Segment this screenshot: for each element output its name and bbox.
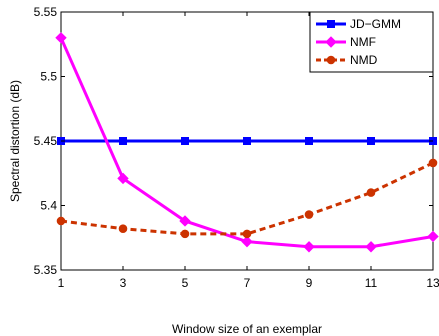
legend-label: JD−GMM — [350, 17, 401, 31]
legend: JD−GMM NMF NMD — [309, 11, 434, 73]
legend-label: NMD — [350, 53, 378, 67]
y-tick-label: 5.4 — [40, 199, 57, 213]
y-tick-label: 5.45 — [34, 134, 58, 148]
y-axis-ticks: 5.35 5.4 5.45 5.5 5.55 — [34, 5, 433, 277]
data-point-jd-gmm — [119, 137, 127, 145]
data-point-jd-gmm — [181, 137, 189, 145]
data-point-nmd — [304, 210, 314, 219]
data-point-nmf — [117, 172, 129, 185]
data-point-nmd — [242, 229, 252, 239]
x-tick-label: 1 — [58, 276, 65, 290]
series-markers — [55, 32, 439, 253]
data-point-nmd — [366, 188, 376, 197]
y-tick-label: 5.35 — [34, 263, 58, 277]
data-point-nmd — [118, 224, 128, 234]
data-point-jd-gmm — [305, 137, 313, 145]
data-point-nmf — [365, 241, 377, 253]
data-point-nmf — [179, 215, 191, 227]
data-point-jd-gmm — [367, 137, 375, 145]
data-point-jd-gmm — [243, 137, 251, 145]
x-tick-label: 9 — [306, 276, 313, 290]
legend-marker-jd-gmm — [327, 20, 335, 28]
data-point-nmf — [241, 235, 253, 248]
legend-marker-nmf — [325, 36, 337, 48]
x-tick-label: 5 — [182, 276, 189, 290]
x-tick-label: 7 — [244, 276, 251, 290]
data-point-nmd — [180, 229, 190, 239]
x-axis-title: Window size of an exemplar — [172, 322, 322, 336]
data-point-nmf — [303, 241, 315, 253]
x-tick-label: 13 — [426, 276, 439, 290]
legend-label: NMF — [350, 35, 376, 49]
legend-marker-nmd — [326, 55, 336, 65]
x-tick-label: 3 — [120, 276, 127, 290]
data-point-nmd — [56, 216, 66, 226]
y-axis-title: Spectral distortion (dB) — [8, 80, 22, 202]
data-point-nmf — [55, 32, 67, 44]
y-tick-label: 5.5 — [40, 70, 57, 84]
y-tick-label: 5.55 — [34, 5, 58, 19]
data-point-nmf — [427, 230, 439, 243]
x-tick-label: 11 — [365, 276, 378, 290]
data-point-nmd — [428, 158, 438, 168]
